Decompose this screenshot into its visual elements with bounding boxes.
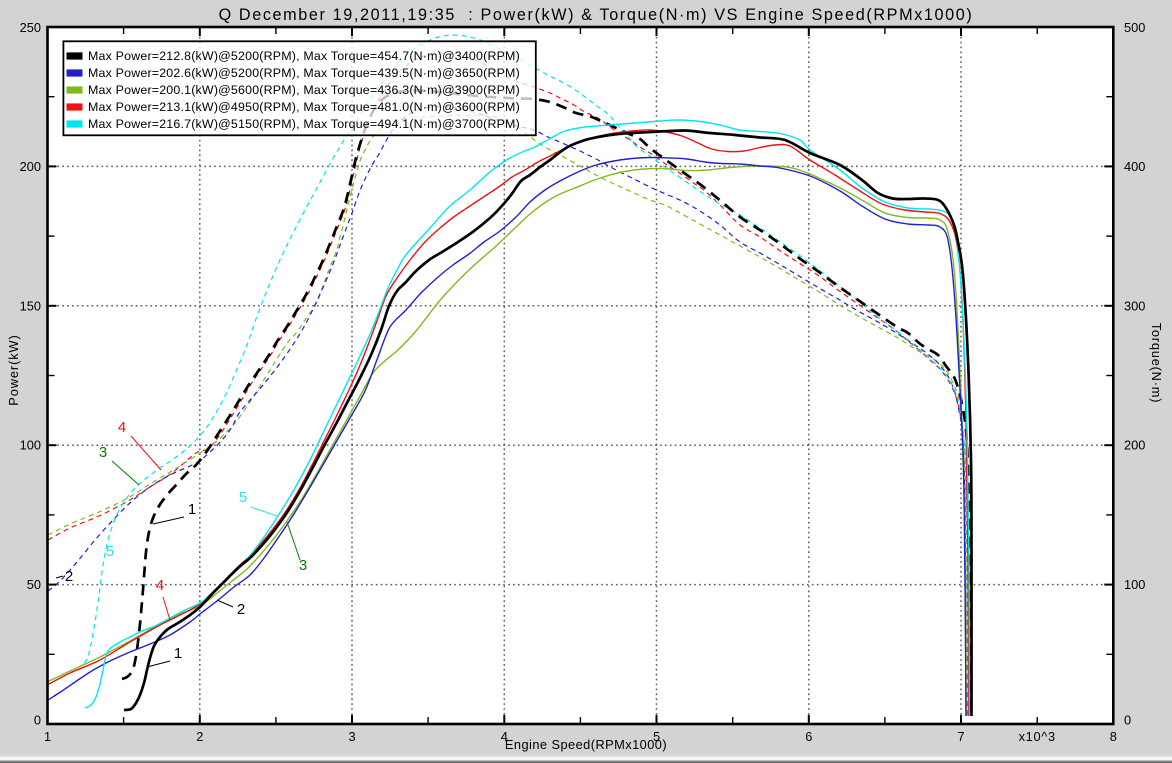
svg-text:Power(kW): Power(kW) (6, 334, 21, 405)
svg-text:6: 6 (805, 729, 812, 744)
svg-text:4: 4 (118, 419, 126, 436)
svg-text:0: 0 (34, 713, 41, 728)
svg-text:2: 2 (237, 601, 245, 618)
svg-text:50: 50 (27, 577, 41, 592)
svg-text:Q December 19,2011,19:35 : Po: Q December 19,2011,19:35 : Power(kW) & T… (219, 6, 974, 24)
svg-text:Max Power=200.1(kW)@5600(RPM),: Max Power=200.1(kW)@5600(RPM), Max Torqu… (88, 83, 520, 97)
svg-text:5: 5 (106, 543, 114, 560)
svg-text:1: 1 (188, 501, 196, 518)
svg-text:100: 100 (20, 438, 41, 453)
svg-text:Max Power=202.6(kW)@5200(RPM),: Max Power=202.6(kW)@5200(RPM), Max Torqu… (88, 66, 520, 80)
svg-text:1: 1 (174, 645, 182, 662)
svg-text:250: 250 (20, 20, 41, 35)
svg-text:200: 200 (20, 159, 41, 174)
svg-text:1: 1 (44, 729, 51, 744)
svg-text:400: 400 (1124, 159, 1145, 174)
svg-text:200: 200 (1124, 438, 1145, 453)
svg-text:4: 4 (156, 577, 164, 594)
svg-text:x10^3: x10^3 (1019, 729, 1056, 744)
svg-text:2: 2 (65, 568, 73, 585)
svg-text:Max Power=216.7(kW)@5150(RPM),: Max Power=216.7(kW)@5150(RPM), Max Torqu… (88, 117, 520, 131)
svg-text:2: 2 (196, 729, 203, 744)
svg-text:0: 0 (1124, 713, 1131, 728)
svg-text:7: 7 (957, 729, 964, 744)
svg-text:500: 500 (1124, 20, 1145, 35)
svg-text:Max Power=212.8(kW)@5200(RPM),: Max Power=212.8(kW)@5200(RPM), Max Torqu… (88, 49, 520, 63)
svg-text:Engine Speed(RPMx1000): Engine Speed(RPMx1000) (505, 737, 667, 752)
svg-text:5: 5 (653, 729, 660, 744)
svg-text:3: 3 (99, 444, 107, 461)
svg-text:3: 3 (299, 557, 307, 574)
svg-text:4: 4 (501, 729, 508, 744)
svg-text:150: 150 (20, 298, 41, 313)
svg-text:3: 3 (348, 729, 355, 744)
svg-text:8: 8 (1110, 729, 1117, 744)
svg-text:Max Power=213.1(kW)@4950(RPM),: Max Power=213.1(kW)@4950(RPM), Max Torqu… (88, 100, 520, 114)
svg-text:Torque(N·m): Torque(N·m) (1149, 323, 1164, 404)
svg-text:300: 300 (1124, 298, 1145, 313)
svg-text:100: 100 (1124, 577, 1145, 592)
svg-text:5: 5 (239, 489, 247, 506)
